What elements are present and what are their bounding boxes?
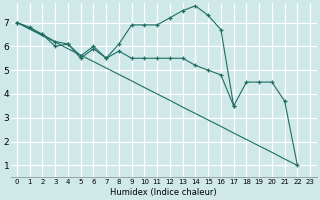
X-axis label: Humidex (Indice chaleur): Humidex (Indice chaleur) — [110, 188, 217, 197]
